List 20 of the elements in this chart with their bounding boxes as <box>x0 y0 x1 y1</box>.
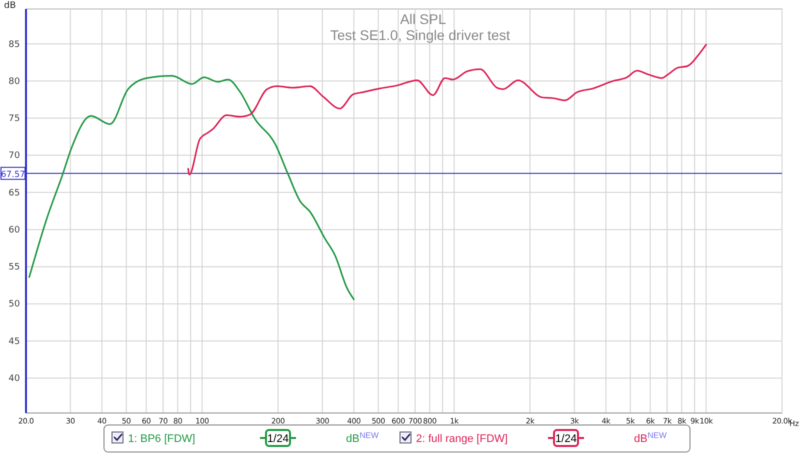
text: 1/24 <box>267 433 289 445</box>
text: 2: full range [FDW] <box>416 433 508 445</box>
text: dB$^{NEW}$ <box>634 430 667 445</box>
y-tick-label: 55 <box>8 262 20 273</box>
text: Test SE1.0, Single driver test <box>330 27 510 43</box>
text: dB$^{NEW}$ <box>346 430 379 445</box>
text: 1: BP6 [FDW] <box>128 433 196 445</box>
y-tick-label: 85 <box>8 40 20 50</box>
y-tick-label: 75 <box>8 114 20 124</box>
y-tick-label: 60 <box>8 225 20 236</box>
text: 1/24 <box>555 433 577 445</box>
y-axis-title: dB <box>4 1 16 11</box>
y-tick-label: 65 <box>8 188 20 198</box>
ref-line-label: 67.57 <box>0 170 26 180</box>
y-tick-label: 70 <box>8 151 20 162</box>
y-tick-label: 40 <box>8 374 20 384</box>
y-tick-label: 80 <box>8 76 20 87</box>
y-tick-label: 50 <box>8 300 20 310</box>
y-tick-label: 45 <box>8 336 20 347</box>
chart-title: All SPL <box>400 11 446 27</box>
